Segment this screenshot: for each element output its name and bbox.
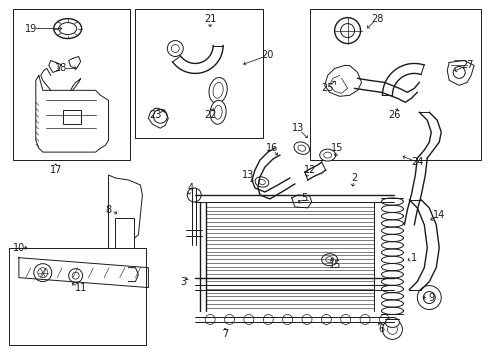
- Ellipse shape: [59, 23, 77, 35]
- Circle shape: [38, 268, 48, 278]
- Text: 10: 10: [13, 243, 25, 253]
- Text: 15: 15: [328, 260, 340, 270]
- Ellipse shape: [293, 142, 309, 154]
- Text: 21: 21: [203, 14, 216, 24]
- Ellipse shape: [214, 105, 222, 119]
- Ellipse shape: [323, 152, 331, 158]
- Circle shape: [340, 315, 350, 324]
- Text: 16: 16: [265, 143, 278, 153]
- Ellipse shape: [258, 179, 265, 185]
- Text: 17: 17: [49, 165, 62, 175]
- Bar: [9, 248, 146, 345]
- Bar: [114, 218, 134, 253]
- Circle shape: [423, 292, 434, 303]
- Text: 2: 2: [351, 173, 357, 183]
- Text: 25: 25: [321, 84, 333, 93]
- Circle shape: [187, 188, 201, 202]
- Ellipse shape: [213, 82, 223, 98]
- Ellipse shape: [210, 100, 225, 124]
- Text: 13: 13: [242, 170, 254, 180]
- Text: 14: 14: [432, 210, 445, 220]
- Ellipse shape: [255, 177, 268, 187]
- Circle shape: [244, 315, 253, 324]
- Bar: [309, 9, 480, 160]
- Text: 22: 22: [203, 110, 216, 120]
- Text: 28: 28: [370, 14, 383, 24]
- Circle shape: [321, 315, 331, 324]
- Text: 27: 27: [460, 60, 472, 71]
- Circle shape: [340, 24, 354, 37]
- Text: 6: 6: [378, 324, 384, 334]
- Text: 11: 11: [74, 283, 86, 293]
- Circle shape: [382, 319, 402, 339]
- Bar: [13, 9, 130, 160]
- Text: 8: 8: [105, 205, 111, 215]
- Circle shape: [153, 109, 167, 123]
- Text: 24: 24: [410, 157, 423, 167]
- Circle shape: [68, 269, 82, 283]
- Circle shape: [379, 315, 388, 324]
- Circle shape: [386, 324, 397, 334]
- Ellipse shape: [208, 77, 227, 103]
- Text: 12: 12: [303, 165, 315, 175]
- Ellipse shape: [385, 318, 399, 328]
- Text: 19: 19: [25, 24, 37, 33]
- Circle shape: [282, 315, 292, 324]
- Circle shape: [302, 315, 311, 324]
- Bar: [135, 9, 263, 138]
- Text: 3: 3: [180, 276, 186, 287]
- Polygon shape: [108, 175, 142, 280]
- Text: 9: 9: [427, 293, 433, 302]
- Text: 20: 20: [261, 50, 274, 60]
- Text: 7: 7: [222, 329, 228, 339]
- Bar: [62, 110, 81, 124]
- Circle shape: [167, 41, 183, 57]
- Circle shape: [171, 45, 179, 53]
- Ellipse shape: [297, 145, 305, 151]
- Circle shape: [359, 315, 369, 324]
- Ellipse shape: [54, 19, 81, 39]
- Text: 1: 1: [410, 253, 417, 263]
- Text: 18: 18: [55, 63, 67, 73]
- Ellipse shape: [325, 257, 333, 263]
- Circle shape: [263, 315, 273, 324]
- Circle shape: [205, 315, 215, 324]
- Text: 13: 13: [291, 123, 304, 133]
- Text: 23: 23: [149, 110, 161, 120]
- Circle shape: [72, 272, 79, 279]
- Text: 5: 5: [301, 193, 307, 203]
- Circle shape: [334, 18, 360, 44]
- Circle shape: [452, 67, 464, 78]
- Circle shape: [34, 264, 52, 282]
- Circle shape: [224, 315, 234, 324]
- Text: 15: 15: [331, 143, 343, 153]
- Text: 4: 4: [187, 183, 193, 193]
- Ellipse shape: [321, 254, 337, 266]
- Ellipse shape: [319, 149, 335, 161]
- Circle shape: [416, 285, 440, 310]
- Text: 26: 26: [387, 110, 400, 120]
